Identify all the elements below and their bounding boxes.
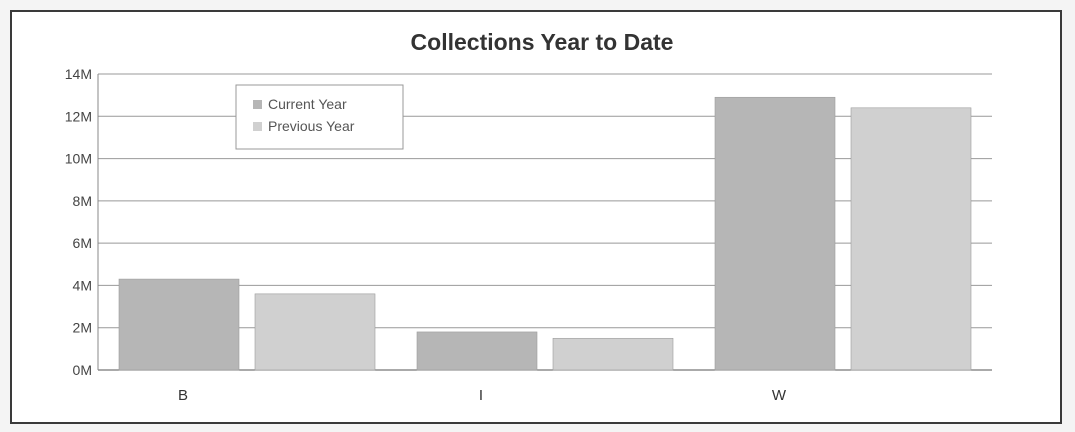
y-tick-label: 10M [65,151,92,167]
legend-swatch-previous-year [253,122,262,131]
y-tick-label: 8M [73,193,92,209]
legend-label-current-year: Current Year [268,96,347,112]
bar-previous-year-w [850,107,972,371]
chart-title: Collections Year to Date [411,29,674,55]
legend-label-previous-year: Previous Year [268,118,355,134]
x-category-label: I [479,387,483,404]
bar-previous-year-i [552,337,674,371]
y-tick-label: 6M [73,235,92,251]
legend: Current Year Previous Year [235,84,404,150]
bar-previous-year-b [254,293,376,371]
y-tick-label: 0M [73,362,92,378]
bar-current-year-b [118,278,240,371]
legend-box [235,84,404,150]
y-tick-label: 4M [73,277,92,293]
y-axis-ticks: 0M 2M 4M 6M 8M 10M 12M 14M [65,66,92,378]
x-category-label: W [772,387,787,404]
y-tick-label: 12M [65,108,92,124]
bar-current-year-i [416,331,538,371]
bars [118,96,972,371]
y-tick-label: 2M [73,320,92,336]
x-category-label: B [178,387,188,404]
bar-current-year-w [714,96,836,371]
y-tick-label: 14M [65,66,92,82]
grid-lines [97,73,992,371]
legend-swatch-current-year [253,100,262,109]
